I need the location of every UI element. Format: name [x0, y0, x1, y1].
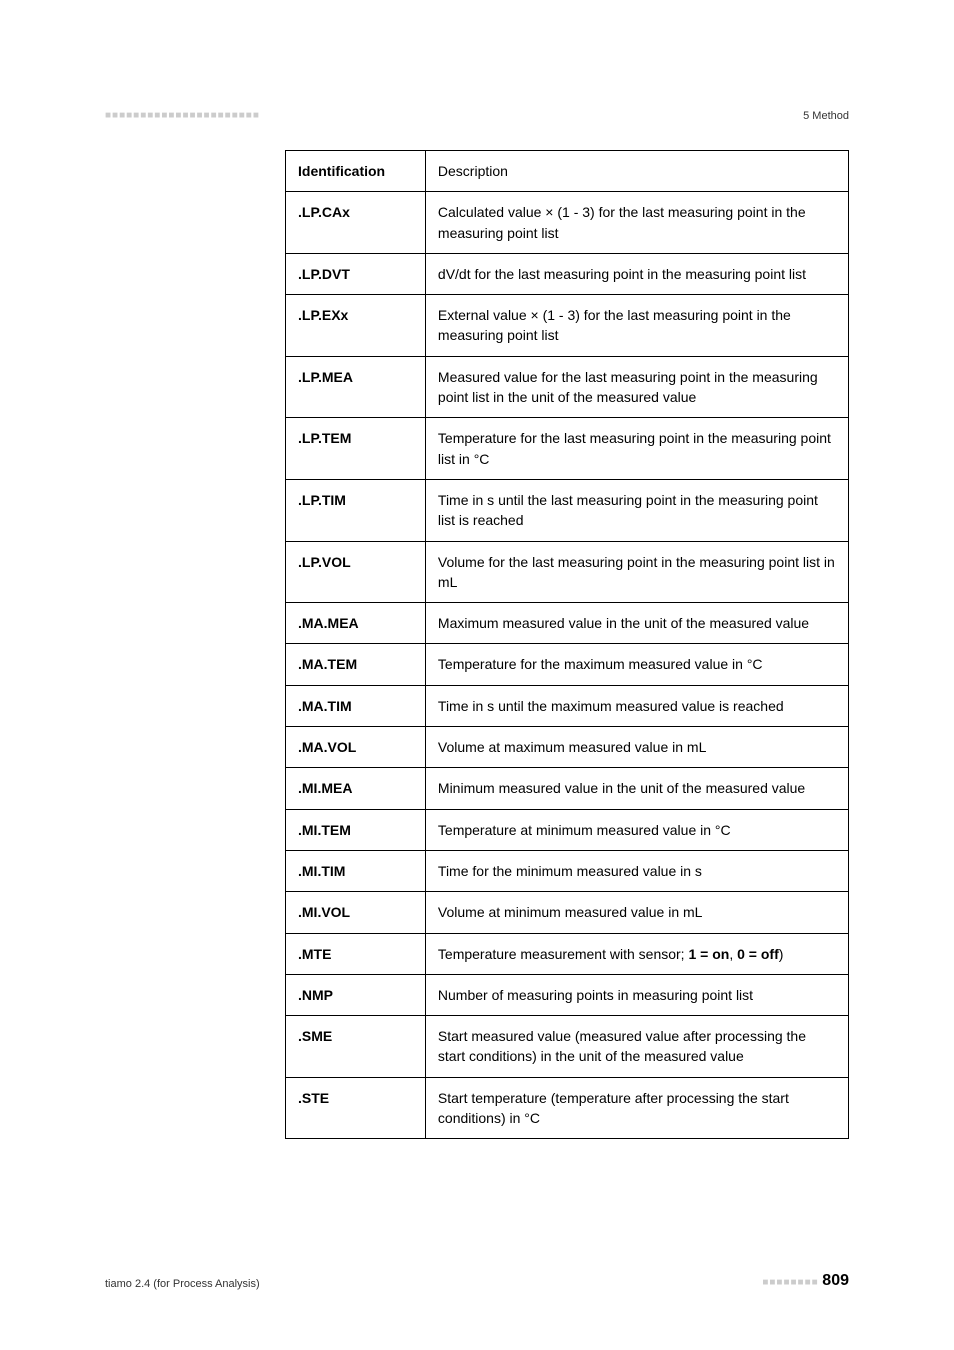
table-row: .MI.MEA Minimum measured value in the un… — [286, 768, 849, 809]
row-id: .LP.EXx — [286, 295, 426, 357]
desc-bold2: 0 = off — [737, 946, 779, 962]
row-desc: Temperature at minimum measured value in… — [425, 809, 848, 850]
table-row: .LP.DVT dV/dt for the last measuring poi… — [286, 253, 849, 294]
table-row: .LP.TIM Time in s until the last measuri… — [286, 479, 849, 541]
row-id: .MI.VOL — [286, 892, 426, 933]
row-id: .NMP — [286, 974, 426, 1015]
row-desc: Volume for the last measuring point in t… — [425, 541, 848, 603]
desc-pre: Temperature measurement with sensor; — [438, 946, 689, 962]
row-id: .MTE — [286, 933, 426, 974]
row-desc: Temperature measurement with sensor; 1 =… — [425, 933, 848, 974]
table-row: .LP.VOL Volume for the last measuring po… — [286, 541, 849, 603]
table-row: .LP.CAx Calculated value × (1 - 3) for t… — [286, 192, 849, 254]
table-row: .MTE Temperature measurement with sensor… — [286, 933, 849, 974]
table-row: .MI.TEM Temperature at minimum measured … — [286, 809, 849, 850]
footer-left: tiamo 2.4 (for Process Analysis) — [105, 1278, 260, 1290]
row-desc: Temperature for the last measuring point… — [425, 418, 848, 480]
table-row: .STE Start temperature (temperature afte… — [286, 1077, 849, 1139]
row-id: .MI.TIM — [286, 850, 426, 891]
row-desc: Start measured value (measured value aft… — [425, 1016, 848, 1078]
table-row: .MI.TIM Time for the minimum measured va… — [286, 850, 849, 891]
row-desc: Measured value for the last measuring po… — [425, 356, 848, 418]
row-id: .STE — [286, 1077, 426, 1139]
footer-marks: ■■■■■■■■ — [762, 1277, 818, 1288]
table-row: .MA.TIM Time in s until the maximum meas… — [286, 685, 849, 726]
row-id: .MA.TEM — [286, 644, 426, 685]
row-id: .LP.TIM — [286, 479, 426, 541]
table-header-row: Identification Description — [286, 151, 849, 192]
table-row: .MA.MEA Maximum measured value in the un… — [286, 603, 849, 644]
desc-suffix: ) — [779, 946, 784, 962]
table-row: .LP.MEA Measured value for the last meas… — [286, 356, 849, 418]
row-id: .LP.TEM — [286, 418, 426, 480]
table-row: .MI.VOL Volume at minimum measured value… — [286, 892, 849, 933]
row-id: .MA.TIM — [286, 685, 426, 726]
desc-bold1: 1 = on — [688, 946, 729, 962]
row-id: .MI.MEA — [286, 768, 426, 809]
row-desc: Calculated value × (1 - 3) for the last … — [425, 192, 848, 254]
header-section-label: 5 Method — [803, 110, 849, 122]
row-desc: External value × (1 - 3) for the last me… — [425, 295, 848, 357]
row-desc: Volume at maximum measured value in mL — [425, 727, 848, 768]
method-table: Identification Description .LP.CAx Calcu… — [285, 150, 849, 1139]
row-desc: Number of measuring points in measuring … — [425, 974, 848, 1015]
header-identification: Identification — [286, 151, 426, 192]
table-row: .LP.EXx External value × (1 - 3) for the… — [286, 295, 849, 357]
row-id: .LP.CAx — [286, 192, 426, 254]
row-id: .MA.MEA — [286, 603, 426, 644]
table-row: .SME Start measured value (measured valu… — [286, 1016, 849, 1078]
table-row: .MA.VOL Volume at maximum measured value… — [286, 727, 849, 768]
row-id: .SME — [286, 1016, 426, 1078]
row-desc: Temperature for the maximum measured val… — [425, 644, 848, 685]
desc-sep: , — [729, 946, 737, 962]
header-marks: ■■■■■■■■■■■■■■■■■■■■■■ — [105, 110, 260, 121]
row-desc: Time in s until the last measuring point… — [425, 479, 848, 541]
footer-page-number: 809 — [822, 1272, 849, 1289]
header-description: Description — [425, 151, 848, 192]
method-table-container: Identification Description .LP.CAx Calcu… — [285, 150, 849, 1139]
row-id: .LP.VOL — [286, 541, 426, 603]
row-id: .MA.VOL — [286, 727, 426, 768]
footer-right: ■■■■■■■■ 809 — [762, 1272, 849, 1290]
row-desc: Start temperature (temperature after pro… — [425, 1077, 848, 1139]
row-desc: Minimum measured value in the unit of th… — [425, 768, 848, 809]
table-row: .LP.TEM Temperature for the last measuri… — [286, 418, 849, 480]
row-desc: Time in s until the maximum measured val… — [425, 685, 848, 726]
table-row: .NMP Number of measuring points in measu… — [286, 974, 849, 1015]
row-desc: Time for the minimum measured value in s — [425, 850, 848, 891]
row-desc: Volume at minimum measured value in mL — [425, 892, 848, 933]
row-desc: Maximum measured value in the unit of th… — [425, 603, 848, 644]
row-id: .LP.MEA — [286, 356, 426, 418]
row-id: .MI.TEM — [286, 809, 426, 850]
row-id: .LP.DVT — [286, 253, 426, 294]
row-desc: dV/dt for the last measuring point in th… — [425, 253, 848, 294]
table-row: .MA.TEM Temperature for the maximum meas… — [286, 644, 849, 685]
